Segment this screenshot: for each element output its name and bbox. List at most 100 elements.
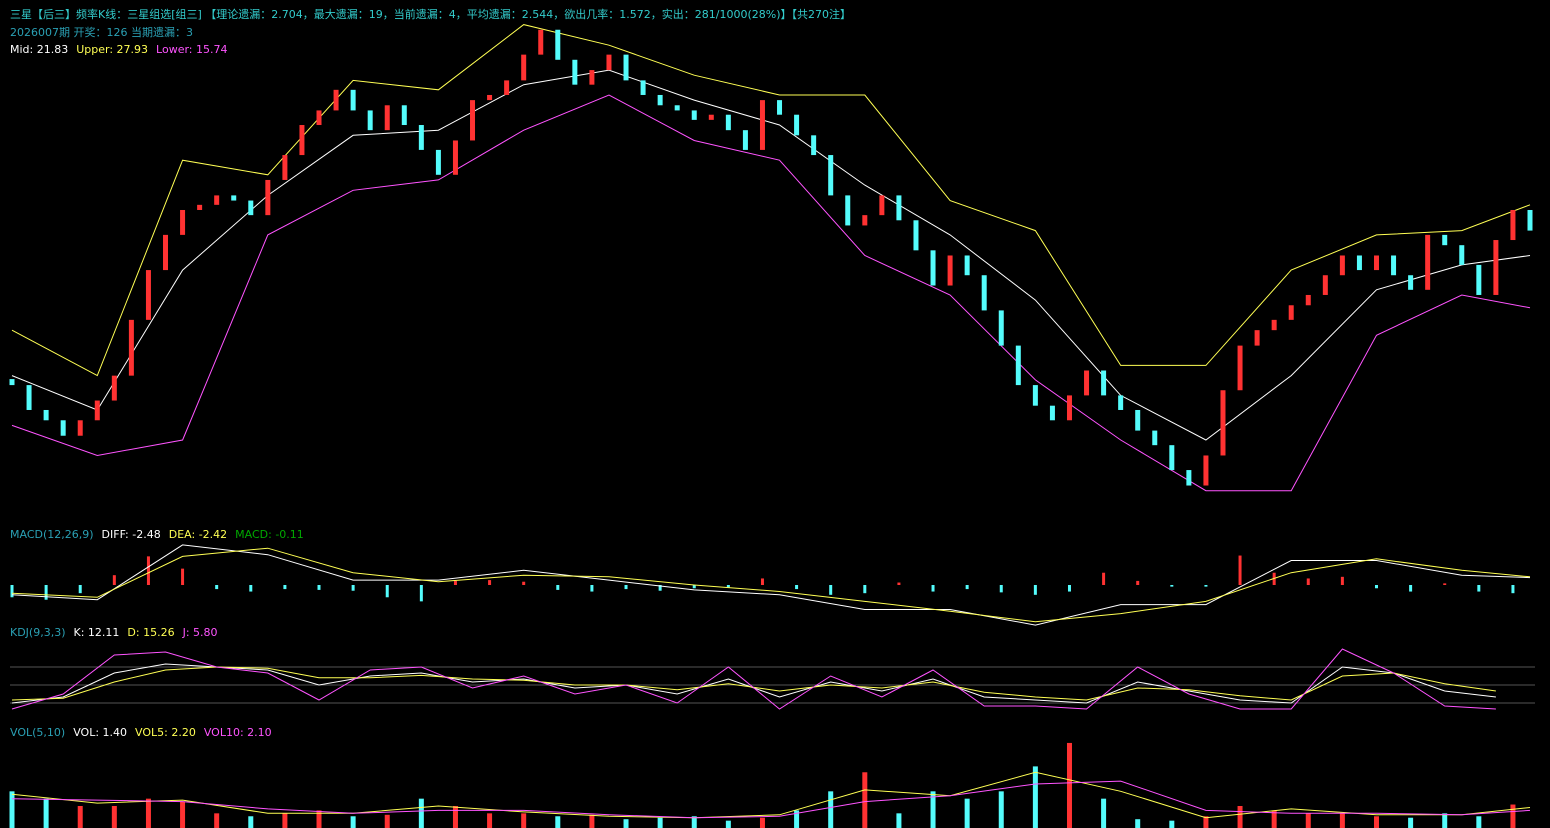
candle xyxy=(401,105,407,126)
candle xyxy=(725,114,731,131)
candle xyxy=(947,255,953,286)
legend-label: VOL10: 2.10 xyxy=(204,726,272,739)
macd-bar xyxy=(453,580,457,585)
candle xyxy=(981,275,987,311)
indicator-line xyxy=(11,648,1496,710)
macd-bar xyxy=(863,585,867,594)
candle xyxy=(845,195,851,226)
candle xyxy=(77,420,83,436)
volume-bar xyxy=(248,816,254,828)
candle xyxy=(128,319,134,376)
candle xyxy=(214,195,220,205)
candle xyxy=(418,125,424,150)
macd-bar xyxy=(658,585,662,591)
candle xyxy=(1169,445,1175,471)
volume-bar xyxy=(794,810,800,828)
candle xyxy=(1186,470,1192,486)
macd-bar xyxy=(726,585,730,588)
macd-bar xyxy=(1477,585,1481,592)
volume-bar xyxy=(350,816,356,828)
volume-bar xyxy=(1169,820,1175,828)
volume-bar xyxy=(1271,810,1277,828)
legend-label: KDJ(9,3,3) xyxy=(10,626,66,639)
volume-bar xyxy=(589,814,595,828)
indicator-line xyxy=(11,69,1531,441)
volume-bar xyxy=(282,813,288,828)
candle xyxy=(572,59,578,85)
macd-bar xyxy=(760,578,764,585)
candle xyxy=(43,409,49,421)
candle xyxy=(913,220,919,251)
legend-label: MACD: -0.11 xyxy=(235,528,304,541)
volume-bar xyxy=(930,791,936,828)
volume-bar xyxy=(77,806,83,828)
volume-bar xyxy=(1101,798,1107,828)
candle xyxy=(708,114,714,120)
macd-bar xyxy=(556,585,560,590)
indicator-line xyxy=(11,771,1531,819)
candle xyxy=(930,250,936,286)
candle xyxy=(657,94,663,106)
macd-bar xyxy=(419,585,423,602)
candle xyxy=(742,130,748,150)
candle xyxy=(145,270,151,320)
legend-label: VOL(5,10) xyxy=(10,726,65,739)
candle xyxy=(794,114,800,136)
candle xyxy=(1084,370,1090,396)
macd-bar xyxy=(1306,578,1310,585)
legend-label: MACD(12,26,9) xyxy=(10,528,94,541)
candle xyxy=(1203,455,1209,486)
volume-bar xyxy=(896,813,902,828)
macd-bar xyxy=(146,556,150,585)
candle xyxy=(538,29,544,55)
macd-bar xyxy=(385,585,389,598)
candle xyxy=(1015,345,1021,386)
candle xyxy=(1527,209,1533,231)
candle xyxy=(862,215,868,226)
volume-bar xyxy=(1510,804,1516,828)
indicator-line xyxy=(11,547,1531,623)
macd-bar xyxy=(44,585,48,600)
macd-bar xyxy=(1067,585,1071,592)
macd-bar xyxy=(215,585,219,590)
macd-bar xyxy=(829,585,833,595)
macd-bar xyxy=(249,585,253,592)
macd-bar xyxy=(10,585,14,598)
candle xyxy=(1408,275,1414,290)
volume-bar xyxy=(316,810,322,828)
macd-bar xyxy=(317,585,321,590)
volume-bar xyxy=(1203,816,1209,828)
legend-label: Lower: 15.74 xyxy=(156,43,227,56)
macd-bar xyxy=(965,585,969,590)
candle xyxy=(896,195,902,221)
legend-label: Upper: 27.93 xyxy=(76,43,148,56)
indicator-line xyxy=(11,780,1531,819)
indicator-line xyxy=(11,94,1531,492)
volume-bar xyxy=(1305,813,1311,828)
volume-bar xyxy=(657,817,663,828)
volume-bar xyxy=(111,806,117,828)
candle xyxy=(1237,345,1243,391)
candle xyxy=(623,54,629,81)
indicator-line xyxy=(11,663,1496,704)
candle xyxy=(197,204,203,210)
volume-bar xyxy=(555,816,561,828)
chart-title: 三星【后三】频率K线：三星组选[组三] 【理论遗漏：2.704，最大遗漏：19，… xyxy=(10,7,851,21)
candle xyxy=(1220,390,1226,456)
candle xyxy=(811,135,817,156)
candle xyxy=(1391,255,1397,276)
indicator-line xyxy=(11,666,1496,701)
volume-bar xyxy=(1339,813,1345,828)
macd-bar xyxy=(1511,585,1515,594)
macd-bar xyxy=(78,585,82,594)
volume-bar xyxy=(964,798,970,828)
candle xyxy=(998,310,1004,346)
indicator-line xyxy=(11,544,1531,626)
candle xyxy=(470,100,476,141)
legend-label: VOL: 1.40 xyxy=(73,726,127,739)
candle xyxy=(1118,395,1124,410)
volume-bar xyxy=(1135,819,1141,828)
candle xyxy=(248,200,254,216)
